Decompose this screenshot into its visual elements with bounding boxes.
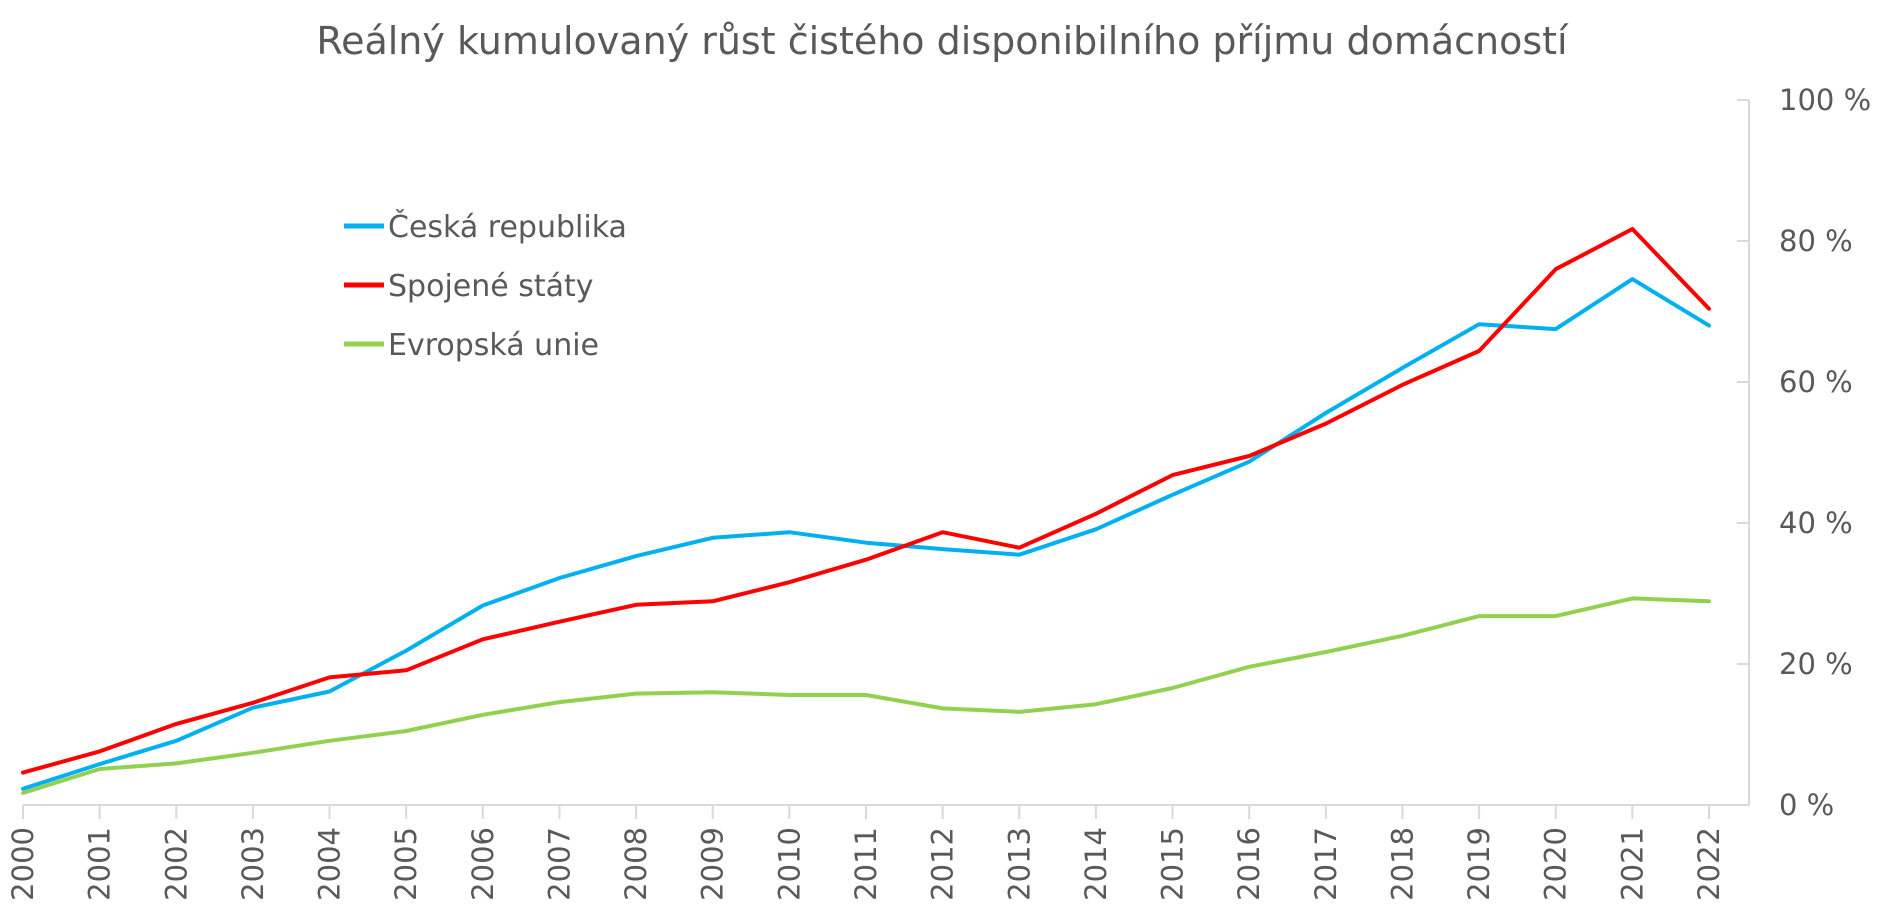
x-tick-label: 2003: [236, 827, 270, 901]
series-line: [21, 277, 1711, 791]
y-tick-label: 40 %: [1779, 506, 1853, 540]
y-tick-label: 0 %: [1779, 788, 1834, 822]
series-group: [21, 227, 1711, 795]
x-tick-label: 2021: [1615, 827, 1649, 901]
x-tick-label: 2001: [83, 827, 117, 901]
x-tick-label: 2012: [926, 827, 960, 901]
x-tick-label: 2022: [1692, 827, 1726, 901]
series-line: [21, 596, 1711, 795]
x-tick-label: 2004: [313, 827, 347, 901]
x-tick-label: 2013: [1002, 827, 1036, 901]
legend: Česká republika Spojené státy Evropská uni…: [344, 208, 627, 363]
x-tick-label: 2019: [1462, 827, 1496, 901]
y-tick-label: 20 %: [1779, 647, 1853, 681]
x-tick-label: 2018: [1385, 827, 1419, 901]
x-tick-label: 2011: [849, 827, 883, 901]
x-tick-label: 2016: [1232, 827, 1266, 901]
x-tick-label: 2014: [1079, 827, 1113, 901]
y-tick-label: 80 %: [1779, 224, 1853, 258]
legend-label: Evropská unie: [388, 328, 599, 363]
x-tick-label: 2010: [772, 827, 806, 901]
x-tick-label: 2015: [1156, 827, 1190, 901]
x-tick-label: 2009: [696, 827, 730, 901]
y-tick-label: 100 %: [1779, 83, 1871, 117]
axes: 2000 2001 2002 2003 2004 2005 2006 2007 2008 2009…: [6, 83, 1871, 901]
series-line: [21, 227, 1711, 775]
x-tick-label: 2007: [542, 827, 576, 901]
y-tick-label: 60 %: [1779, 365, 1853, 399]
legend-label: Česká republika: [388, 208, 627, 245]
x-tick-label: 2005: [389, 827, 423, 901]
chart-title: Reálný kumulovaný růst čistého disponibi…: [316, 19, 1569, 63]
x-tick-label: 2000: [6, 827, 40, 901]
x-tick-label: 2008: [619, 827, 653, 901]
legend-label: Spojené státy: [388, 269, 594, 304]
x-tick-label: 2002: [159, 827, 193, 901]
x-tick-label: 2020: [1539, 827, 1573, 901]
x-tick-label: 2006: [466, 827, 500, 901]
x-tick-label: 2017: [1309, 827, 1343, 901]
